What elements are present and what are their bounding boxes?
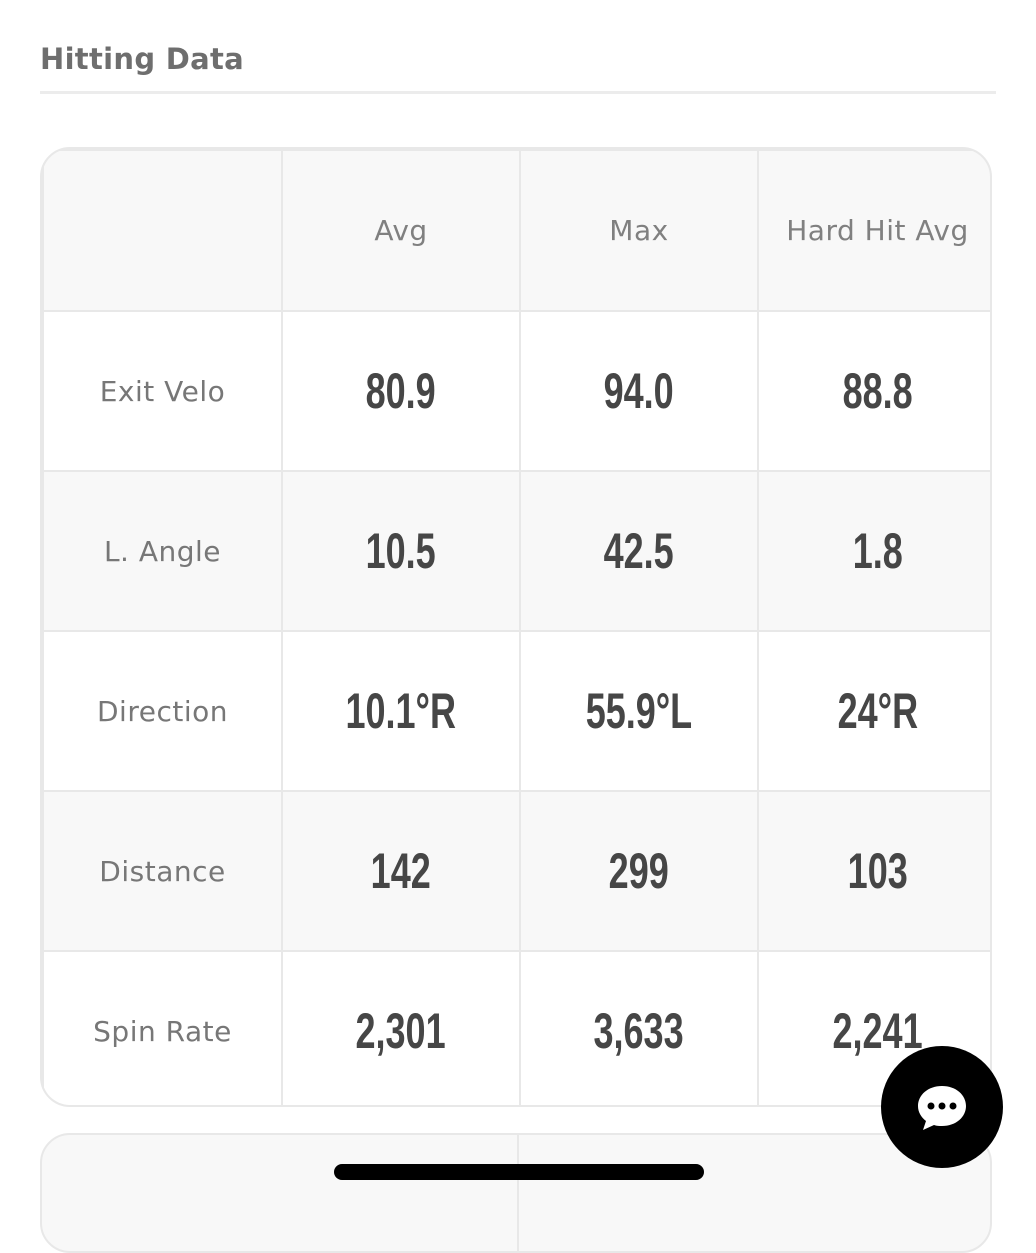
section-title: Hitting Data — [40, 42, 245, 76]
table-cell: 55.9°L — [521, 632, 757, 790]
table-cell: 2,241 — [759, 952, 990, 1105]
table-cell: 42.5 — [521, 472, 757, 630]
cell-value: 299 — [608, 843, 670, 899]
table-cell: 94.0 — [521, 312, 757, 470]
column-header: Avg — [374, 214, 428, 247]
table-cell: Distance — [44, 792, 281, 950]
table-cell: Max — [521, 151, 757, 310]
cell-value: 24°R — [837, 683, 918, 739]
table-cell: Avg — [283, 151, 519, 310]
cell-value: 80.9 — [365, 363, 437, 419]
table-cell: L. Angle — [44, 472, 281, 630]
cell-divider — [517, 1135, 519, 1251]
cell-value: 55.9°L — [585, 683, 693, 739]
cell-value: 1.8 — [852, 523, 903, 579]
home-indicator — [334, 1164, 704, 1180]
cell-value: 42.5 — [603, 523, 675, 579]
table-cell: 10.1°R — [283, 632, 519, 790]
table-cell: 3,633 — [521, 952, 757, 1105]
cell-value: 88.8 — [842, 363, 913, 419]
column-header: Max — [609, 214, 669, 247]
table-cell: Spin Rate — [44, 952, 281, 1105]
cell-value: 103 — [847, 843, 908, 899]
row-label: Exit Velo — [99, 374, 226, 408]
table-cell: 88.8 — [759, 312, 990, 470]
chat-icon — [918, 1086, 966, 1130]
row-label: Distance — [99, 854, 226, 888]
table-cell — [44, 151, 281, 310]
cell-value: 2,241 — [832, 1003, 923, 1059]
cell-value: 10.1°R — [345, 683, 457, 739]
table-cell: Exit Velo — [44, 312, 281, 470]
table-cell: 80.9 — [283, 312, 519, 470]
table-cell: 10.5 — [283, 472, 519, 630]
table-cell: Direction — [44, 632, 281, 790]
table-cell: 299 — [521, 792, 757, 950]
page: Hitting Data Avg Max Hard Hit Avg Exit Velo… — [40, 42, 1003, 1253]
next-card — [40, 1133, 992, 1253]
cell-value: 94.0 — [603, 363, 675, 419]
row-label: Spin Rate — [93, 1014, 232, 1048]
row-label: L. Angle — [103, 534, 222, 568]
table-cell: 142 — [283, 792, 519, 950]
row-label: Direction — [97, 694, 228, 728]
divider — [40, 91, 996, 94]
chat-button[interactable] — [881, 1046, 1003, 1168]
cell-value: 10.5 — [365, 523, 437, 579]
hitting-table: Avg Max Hard Hit Avg Exit Velo 80.9 94.0 88.8 L… — [40, 147, 992, 1107]
table-cell: 1.8 — [759, 472, 990, 630]
column-header: Hard Hit Avg — [786, 214, 969, 247]
table-cell: Hard Hit Avg — [759, 151, 990, 310]
table-cell: 2,301 — [283, 952, 519, 1105]
table-cell: 103 — [759, 792, 990, 950]
cell-value: 3,633 — [593, 1003, 685, 1059]
cell-value: 142 — [370, 843, 432, 899]
cell-value: 2,301 — [355, 1003, 447, 1059]
table-cell: 24°R — [759, 632, 990, 790]
